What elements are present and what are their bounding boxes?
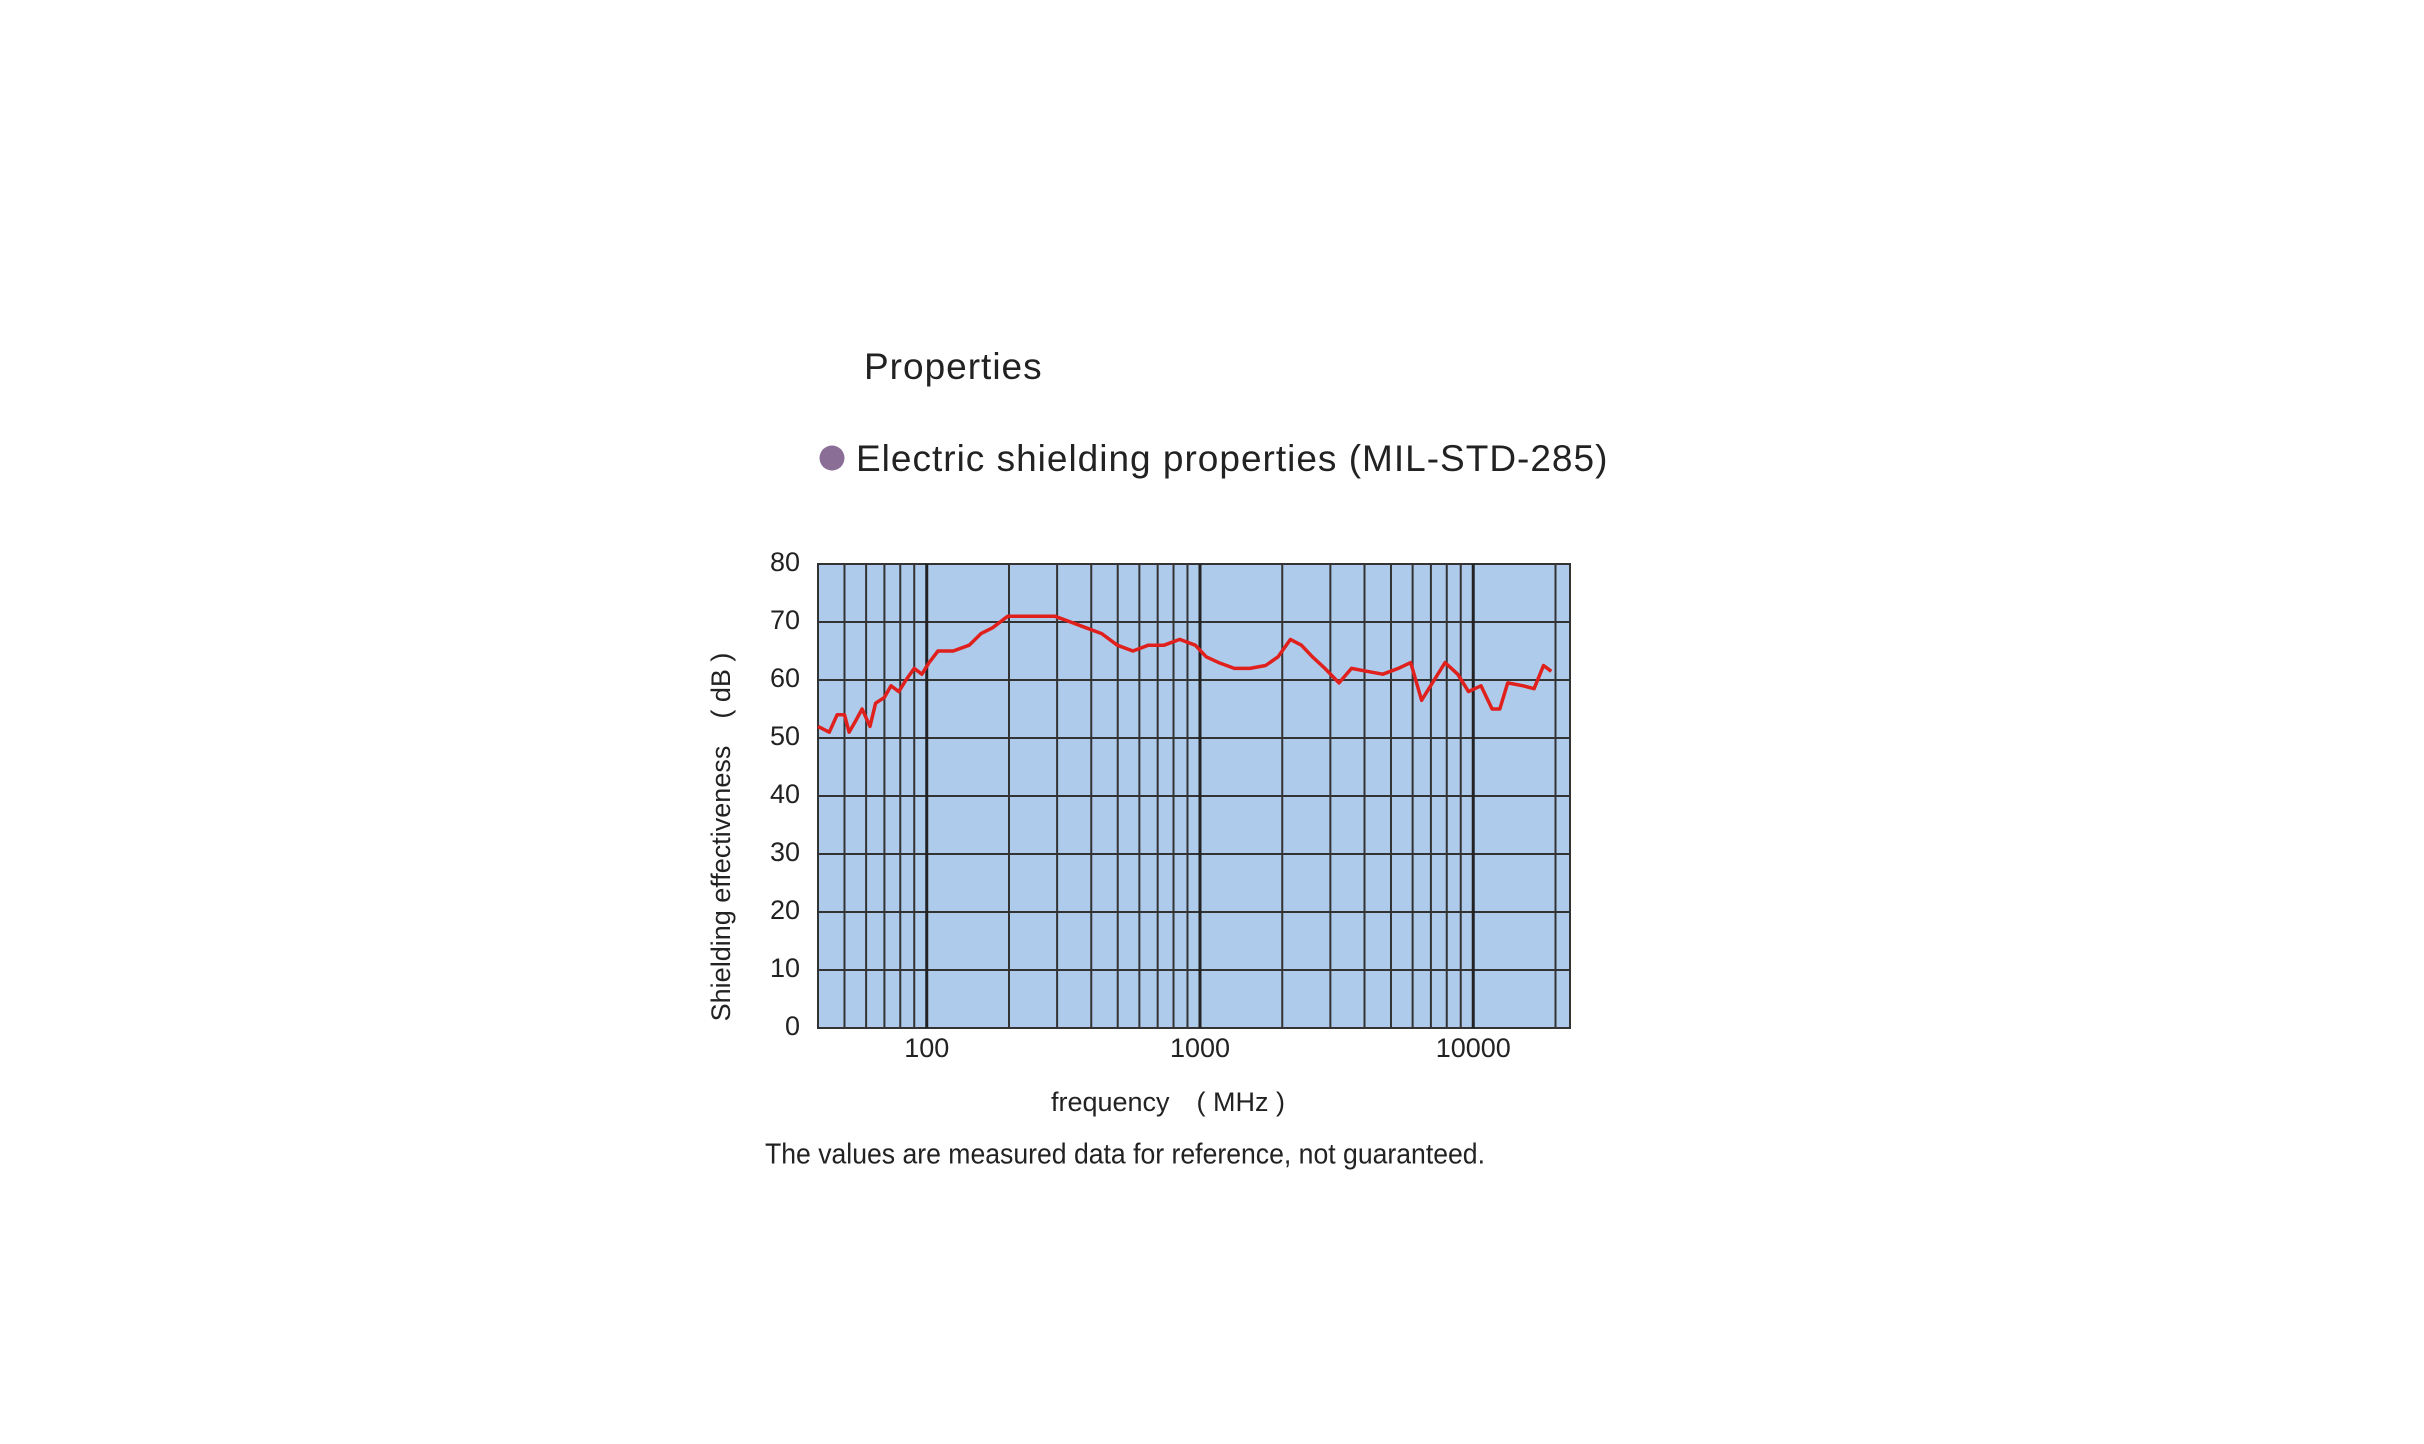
y-tick-label: 40 xyxy=(770,779,800,809)
y-tick-label: 60 xyxy=(770,663,800,693)
y-tick-label: 20 xyxy=(770,895,800,925)
y-tick-label: 70 xyxy=(770,605,800,635)
chart-title: Electric shielding properties (MIL-STD-2… xyxy=(856,438,1608,479)
data-line xyxy=(817,614,1553,734)
x-tick-label: 1000 xyxy=(1170,1033,1230,1063)
bullet xyxy=(819,445,845,471)
x-axis-label: frequency ( MHz ) xyxy=(1051,1087,1285,1117)
x-tick-label: 10000 xyxy=(1436,1033,1511,1063)
y-tick-label: 80 xyxy=(770,547,800,577)
y-tick-label: 50 xyxy=(770,721,800,751)
y-tick-label: 10 xyxy=(770,953,800,983)
y-tick-label: 0 xyxy=(785,1011,800,1041)
heading: Properties xyxy=(864,346,1043,387)
x-tick-label: 100 xyxy=(904,1033,949,1063)
y-axis-label: Shielding effectiveness ( dB ) xyxy=(706,653,736,1022)
y-tick-label: 30 xyxy=(770,837,800,867)
footnote: The values are measured data for referen… xyxy=(765,1139,1485,1171)
